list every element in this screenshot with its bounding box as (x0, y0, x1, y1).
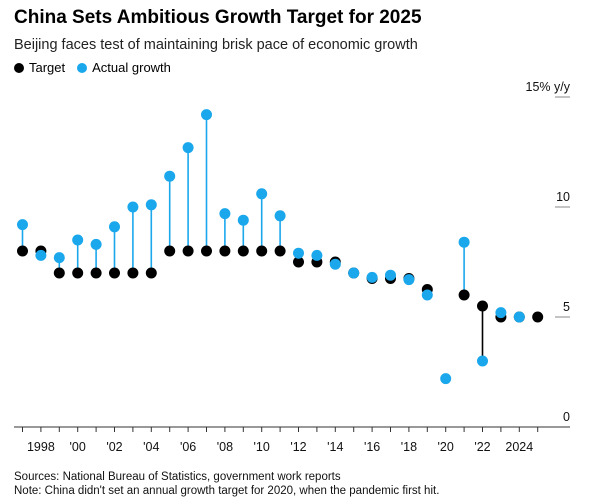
actual-point-2003 (127, 201, 139, 213)
actual-point-2015 (348, 267, 360, 279)
target-point-2009 (237, 245, 249, 257)
target-point-2002 (109, 267, 120, 279)
y-tick-label-1: 5 (563, 300, 570, 314)
x-tick-label-2016: '16 (364, 440, 380, 454)
target-point-1997 (17, 245, 28, 257)
x-tick-label-2002: '02 (106, 440, 122, 454)
actual-point-2024 (513, 311, 525, 323)
x-tick-label-2018: '18 (401, 440, 417, 454)
x-tick-label-2012: '12 (290, 440, 306, 454)
y-tick-label-3: 15% y/y (526, 80, 571, 94)
target-point-2006 (182, 245, 194, 257)
x-tick-label-2022: '22 (474, 440, 490, 454)
footer: Sources: National Bureau of Statistics, … (14, 470, 439, 498)
x-tick-label-1998: 1998 (27, 440, 55, 454)
legend-target-dot (14, 62, 24, 73)
actual-point-2001 (90, 238, 102, 250)
actual-point-2018 (403, 274, 415, 286)
actual-point-2005 (164, 170, 176, 182)
x-tick-label-2006: '06 (180, 440, 196, 454)
actual-point-2012 (293, 247, 304, 259)
actual-point-2016 (366, 271, 378, 283)
target-point-2010 (256, 245, 268, 257)
actual-point-2017 (385, 269, 396, 281)
actual-point-2022 (477, 355, 488, 367)
x-tick-label-2010: '10 (254, 440, 270, 454)
target-point-2004 (145, 267, 157, 279)
note-text: Note: China didn't set an annual growth … (14, 485, 440, 497)
legend-actual-dot (77, 62, 88, 73)
x-tick-label-2000: '00 (70, 440, 86, 454)
target-point-2000 (72, 267, 84, 279)
actual-point-1998 (35, 249, 47, 261)
legend-target-label: Target (29, 60, 66, 75)
actual-point-2011 (274, 210, 286, 222)
actual-point-2023 (495, 307, 507, 319)
x-tick-label-2008: '08 (217, 440, 233, 454)
x-tick-label-2024: 2024 (505, 440, 533, 454)
actual-point-2013 (311, 249, 323, 261)
actual-point-2021 (458, 236, 470, 248)
actual-point-2006 (182, 142, 194, 154)
target-point-2012 (293, 256, 304, 268)
sources-text: Sources: National Bureau of Statistics, … (14, 471, 341, 483)
chart-subtitle: Beijing faces test of maintaining brisk … (14, 37, 418, 53)
target-point-2005 (164, 245, 176, 257)
actual-point-1999 (53, 252, 65, 264)
target-point-2007 (201, 245, 212, 257)
target-point-1999 (53, 267, 65, 279)
chart-plot: 0 5 10 15% y/y 1998 '00 '02 '04 '06 '08 '10 '12 '14 '… (14, 80, 571, 454)
legend-item-target: Target (14, 60, 65, 75)
target-point-2008 (219, 245, 231, 257)
x-tick-label-2020: '20 (438, 440, 454, 454)
x-tick-label-2004: '04 (143, 440, 159, 454)
target-point-2001 (90, 267, 102, 279)
legend: Target Actual growth (14, 60, 183, 75)
actual-point-2010 (256, 188, 268, 200)
target-point-2003 (127, 267, 139, 279)
actual-point-2000 (72, 234, 84, 246)
actual-point-2004 (145, 199, 157, 211)
actual-point-1997 (17, 219, 28, 231)
y-tick-label-0: 0 (563, 410, 570, 424)
x-tick-label-2014: '14 (327, 440, 343, 454)
chart-title: China Sets Ambitious Growth Target for 2… (14, 7, 422, 28)
target-point-2025 (532, 311, 544, 323)
target-point-2022 (477, 300, 488, 312)
actual-point-2008 (219, 208, 231, 220)
actual-point-2014 (329, 258, 341, 270)
legend-item-actual: Actual growth (77, 60, 171, 75)
actual-point-2020 (440, 373, 452, 385)
y-tick-label-2: 10 (556, 190, 570, 204)
legend-actual-label: Actual growth (92, 60, 171, 75)
target-point-2021 (458, 289, 470, 301)
target-point-2011 (274, 245, 286, 257)
actual-point-2007 (201, 109, 212, 121)
actual-point-2019 (421, 289, 433, 301)
actual-point-2009 (237, 214, 249, 226)
actual-point-2002 (109, 221, 120, 233)
